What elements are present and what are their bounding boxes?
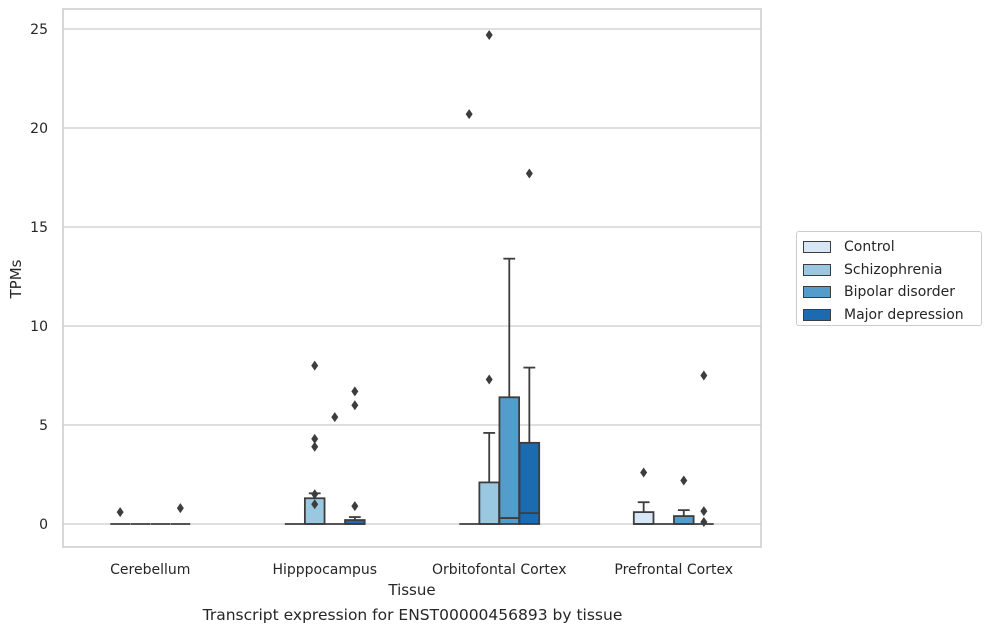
- x-tick-label: Orbitofontal Cortex: [432, 562, 567, 578]
- legend-label: Control: [844, 239, 895, 256]
- outlier-point: [311, 360, 319, 371]
- plot-frame: [62, 8, 762, 548]
- box-body: [498, 396, 521, 525]
- x-tick-label: Cerebellum: [110, 562, 190, 578]
- box-control-0: [110, 507, 130, 525]
- outlier-point: [311, 499, 319, 510]
- box-schizophrenia-1: [303, 360, 326, 525]
- outlier-point: [485, 374, 493, 385]
- legend-label: Bipolar disorder: [844, 284, 956, 301]
- legend-swatch: [803, 263, 831, 276]
- box-major-depression-2: [518, 168, 541, 525]
- outlier-point: [351, 400, 359, 411]
- legend-swatch: [803, 286, 831, 299]
- box-body: [673, 515, 695, 525]
- outlier-point: [311, 489, 319, 500]
- box-control-2: [459, 109, 479, 525]
- y-tick-label: 5: [39, 418, 48, 434]
- outlier-point: [331, 412, 339, 423]
- outlier-point: [525, 168, 533, 179]
- y-tick-label: 20: [30, 121, 48, 137]
- legend-swatch: [803, 308, 831, 321]
- box-bipolar-disorder-1: [324, 412, 345, 525]
- box-major-depression-3: [694, 370, 714, 528]
- legend: Control Schizophrenia Bipolar disorder Majo…: [796, 231, 982, 326]
- outlier-point: [640, 467, 648, 478]
- legend-item: Major depression: [803, 304, 981, 327]
- outlier-point: [700, 517, 708, 528]
- boxes: [110, 29, 714, 528]
- outlier-point: [311, 441, 319, 452]
- y-axis-label: TPMs: [7, 259, 25, 299]
- y-tick-label: 15: [30, 220, 48, 236]
- outlier-point: [700, 370, 708, 381]
- y-tick-label: 25: [30, 22, 48, 38]
- outlier-point: [351, 501, 359, 512]
- legend-item: Control: [803, 236, 981, 259]
- legend-swatch: [803, 241, 831, 254]
- x-axis-label: Tissue: [387, 581, 435, 599]
- outlier-point: [116, 507, 124, 518]
- box-major-depression-1: [344, 386, 366, 525]
- outlier-point: [176, 503, 184, 514]
- box-schizophrenia-2: [478, 29, 500, 525]
- box-major-depression-0: [170, 503, 191, 525]
- box-control-3: [632, 467, 655, 525]
- legend-label: Schizophrenia: [844, 261, 943, 278]
- grid-lines: [63, 28, 761, 525]
- y-tick-labels: 0 5 10 15 20 25: [30, 22, 48, 533]
- box-bipolar-disorder-3: [673, 475, 695, 525]
- x-tick-labels: Cerebellum Hipppocampus Orbitofontal Corte…: [110, 562, 733, 578]
- outlier-point: [680, 475, 688, 486]
- legend-item: Bipolar disorder: [803, 281, 981, 304]
- outlier-point: [485, 29, 493, 40]
- outlier-point: [311, 433, 319, 444]
- outlier-point: [351, 386, 359, 397]
- legend-item: Schizophrenia: [803, 259, 981, 282]
- y-tick-label: 10: [30, 319, 48, 335]
- legend-label: Major depression: [844, 306, 964, 323]
- outlier-point: [700, 506, 708, 517]
- chart-caption: Transcript expression for ENST0000045689…: [202, 606, 623, 624]
- box-body: [518, 441, 541, 525]
- outlier-point: [465, 109, 473, 120]
- box-body: [478, 481, 500, 525]
- x-tick-label: Prefrontal Cortex: [614, 562, 733, 578]
- x-tick-label: Hipppocampus: [272, 562, 377, 578]
- box-body: [632, 511, 655, 525]
- y-tick-label: 0: [39, 517, 48, 533]
- box-bipolar-disorder-2: [498, 257, 521, 525]
